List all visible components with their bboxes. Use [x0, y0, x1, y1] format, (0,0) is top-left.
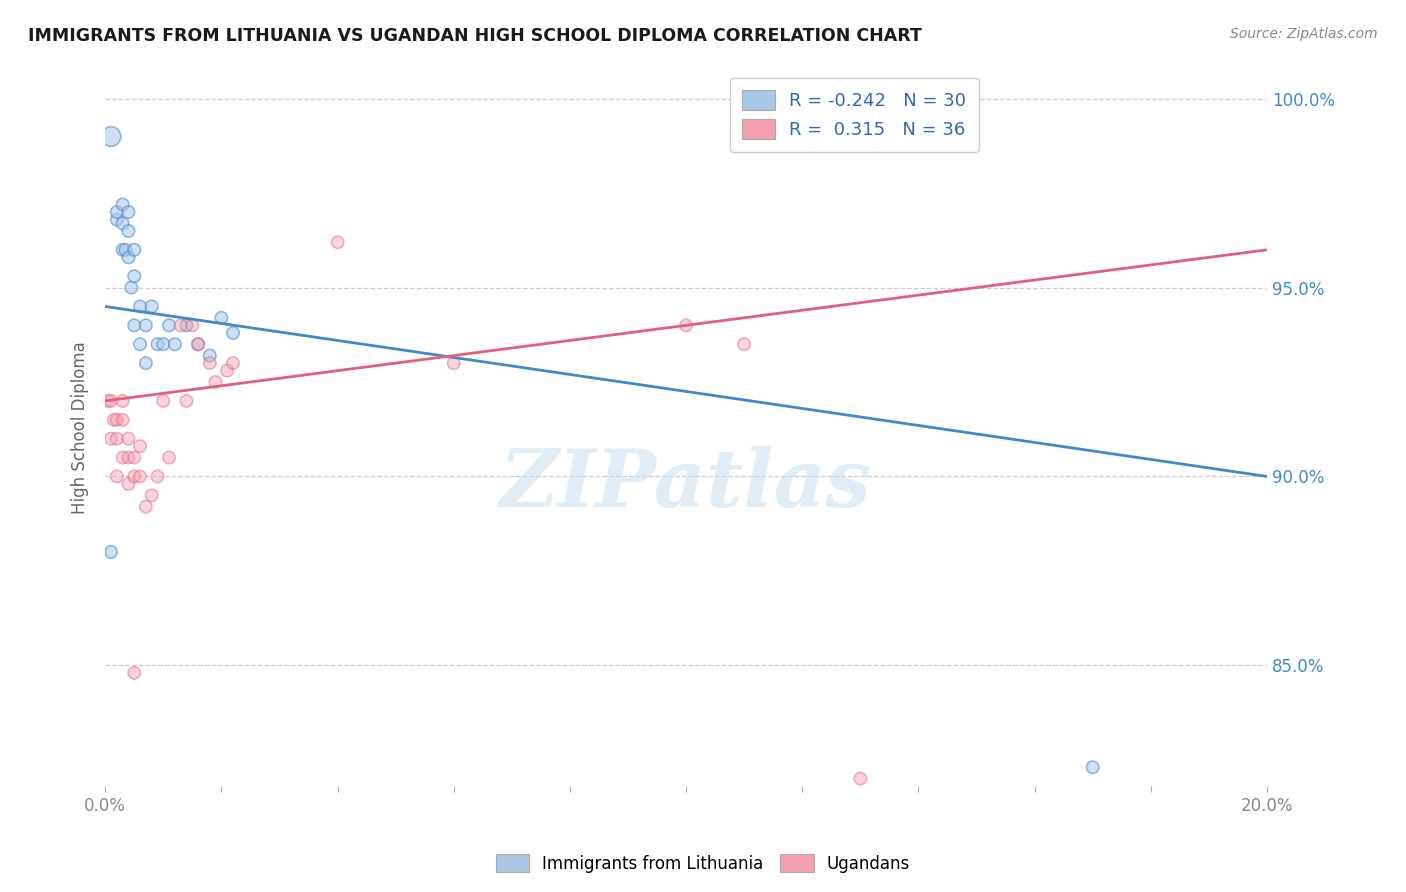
Point — [122, 665, 145, 680]
Point — [111, 197, 134, 211]
Point — [100, 393, 122, 408]
Point — [157, 318, 180, 333]
Point — [117, 450, 139, 465]
Point — [105, 413, 128, 427]
Point — [111, 413, 134, 427]
Point — [117, 251, 139, 265]
Point — [111, 243, 134, 257]
Point — [111, 216, 134, 230]
Point — [105, 205, 128, 219]
Point — [187, 337, 209, 351]
Point — [117, 205, 139, 219]
Point — [733, 337, 755, 351]
Point — [122, 318, 145, 333]
Point — [129, 300, 152, 314]
Point — [152, 393, 174, 408]
Point — [129, 337, 152, 351]
Point — [181, 318, 204, 333]
Point — [122, 269, 145, 284]
Point — [100, 432, 122, 446]
Y-axis label: High School Diploma: High School Diploma — [72, 341, 89, 514]
Text: Source: ZipAtlas.com: Source: ZipAtlas.com — [1230, 27, 1378, 41]
Point — [141, 488, 163, 502]
Point — [105, 432, 128, 446]
Point — [111, 450, 134, 465]
Point — [135, 356, 157, 370]
Point — [443, 356, 465, 370]
Point — [209, 310, 232, 325]
Point — [135, 500, 157, 514]
Point — [198, 349, 221, 363]
Legend: Immigrants from Lithuania, Ugandans: Immigrants from Lithuania, Ugandans — [489, 847, 917, 880]
Point — [326, 235, 349, 250]
Point — [222, 356, 245, 370]
Point — [176, 318, 198, 333]
Point — [163, 337, 186, 351]
Point — [100, 129, 122, 144]
Point — [117, 477, 139, 491]
Point — [122, 469, 145, 483]
Point — [675, 318, 697, 333]
Text: IMMIGRANTS FROM LITHUANIA VS UGANDAN HIGH SCHOOL DIPLOMA CORRELATION CHART: IMMIGRANTS FROM LITHUANIA VS UGANDAN HIG… — [28, 27, 922, 45]
Point — [1081, 760, 1104, 774]
Point — [222, 326, 245, 340]
Point — [187, 337, 209, 351]
Point — [117, 224, 139, 238]
Point — [135, 318, 157, 333]
Point — [141, 300, 163, 314]
Point — [122, 243, 145, 257]
Point — [105, 469, 128, 483]
Point — [146, 469, 169, 483]
Point — [146, 337, 169, 351]
Point — [129, 439, 152, 453]
Point — [217, 364, 239, 378]
Point — [105, 212, 128, 227]
Point — [100, 545, 122, 559]
Point — [120, 280, 142, 294]
Point — [97, 393, 120, 408]
Point — [114, 243, 136, 257]
Point — [157, 450, 180, 465]
Point — [129, 469, 152, 483]
Text: ZIPatlas: ZIPatlas — [501, 446, 872, 524]
Point — [152, 337, 174, 351]
Point — [122, 450, 145, 465]
Point — [117, 432, 139, 446]
Legend: R = -0.242   N = 30, R =  0.315   N = 36: R = -0.242 N = 30, R = 0.315 N = 36 — [730, 78, 979, 152]
Point — [111, 393, 134, 408]
Point — [176, 393, 198, 408]
Point — [204, 375, 226, 389]
Point — [103, 413, 125, 427]
Point — [849, 772, 872, 786]
Point — [170, 318, 193, 333]
Point — [198, 356, 221, 370]
